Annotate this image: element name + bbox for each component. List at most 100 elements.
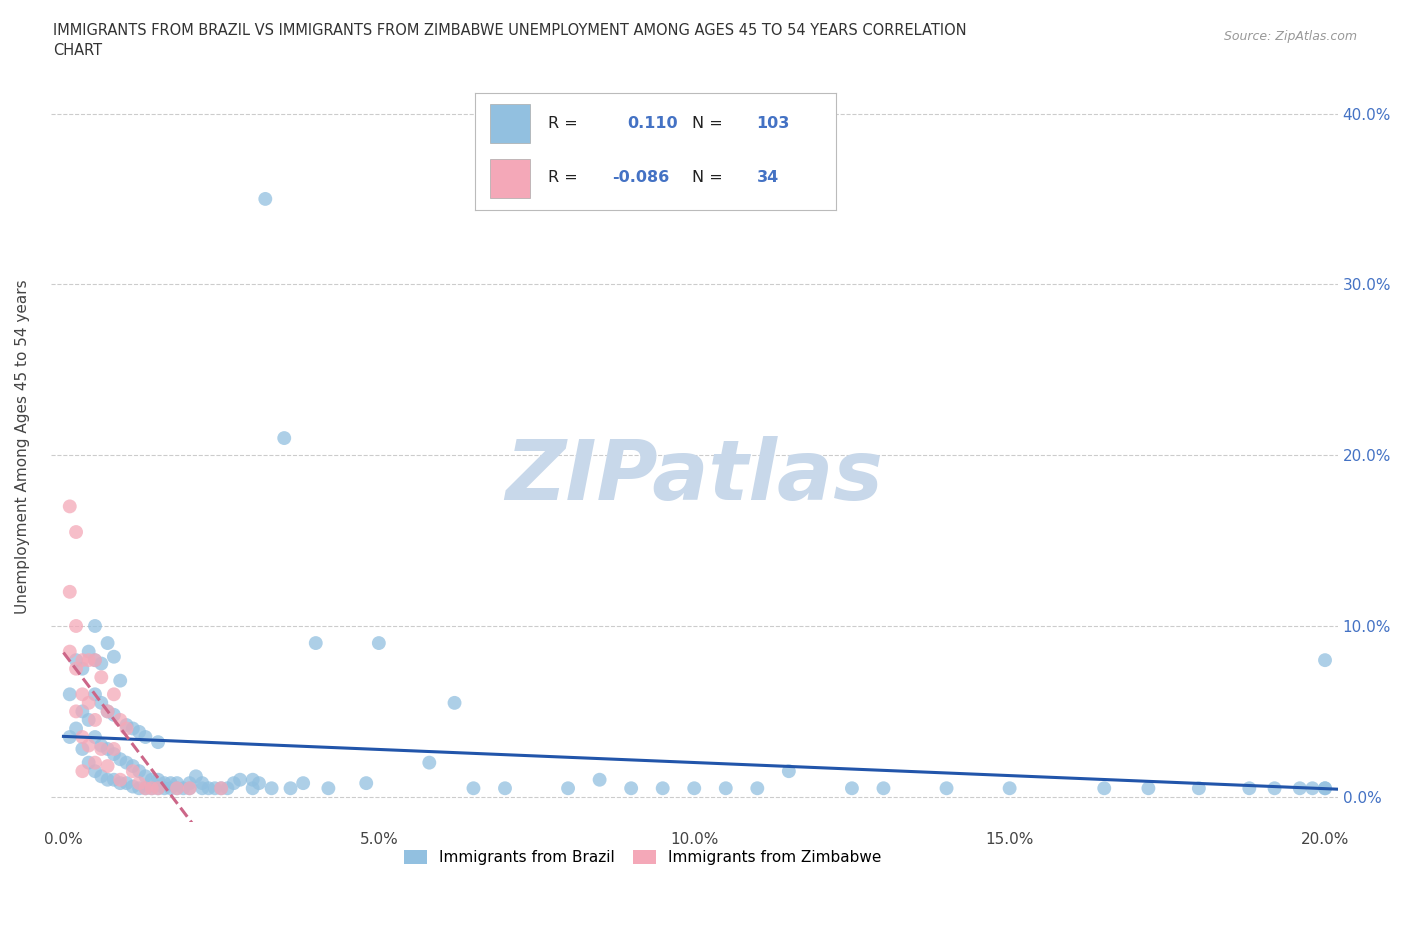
Point: [204, 781, 226, 796]
Point: [146, 781, 169, 796]
Y-axis label: Unemployment Among Ages 45 to 54 years: Unemployment Among Ages 45 to 54 years: [15, 279, 30, 614]
Point: [141, 781, 163, 796]
Point: [651, 781, 673, 796]
Point: [59, 729, 82, 744]
Point: [872, 781, 894, 796]
Point: [110, 776, 132, 790]
Point: [280, 781, 302, 796]
Point: [103, 687, 125, 702]
Point: [121, 721, 143, 736]
Point: [128, 781, 150, 796]
Point: [935, 781, 957, 796]
Point: [159, 781, 181, 796]
Point: [103, 772, 125, 787]
Point: [292, 776, 315, 790]
Point: [134, 769, 156, 784]
Point: [172, 781, 194, 796]
Point: [90, 670, 112, 684]
Point: [65, 704, 87, 719]
Point: [72, 764, 94, 778]
Text: ZIPatlas: ZIPatlas: [505, 436, 883, 517]
Point: [683, 781, 706, 796]
Point: [179, 776, 201, 790]
Point: [141, 772, 163, 787]
Point: [197, 781, 219, 796]
Point: [97, 741, 120, 756]
Point: [166, 781, 188, 796]
Point: [77, 755, 100, 770]
Point: [84, 653, 107, 668]
Point: [72, 704, 94, 719]
Point: [159, 776, 181, 790]
Point: [318, 781, 340, 796]
Point: [242, 772, 264, 787]
Point: [65, 618, 87, 633]
Point: [59, 499, 82, 514]
Point: [65, 661, 87, 676]
Point: [84, 764, 107, 778]
Point: [494, 781, 516, 796]
Point: [59, 584, 82, 599]
Point: [128, 764, 150, 778]
Point: [1288, 781, 1310, 796]
Point: [179, 781, 201, 796]
Point: [103, 741, 125, 756]
Point: [121, 764, 143, 778]
Point: [59, 687, 82, 702]
Point: [1313, 781, 1336, 796]
Point: [72, 661, 94, 676]
Point: [778, 764, 800, 778]
Point: [97, 704, 120, 719]
Point: [166, 776, 188, 790]
Point: [153, 776, 176, 790]
Point: [1188, 781, 1211, 796]
Point: [134, 781, 156, 796]
Point: [84, 729, 107, 744]
Point: [72, 687, 94, 702]
Point: [217, 781, 239, 796]
Point: [84, 653, 107, 668]
Point: [110, 712, 132, 727]
Point: [121, 779, 143, 794]
Point: [90, 696, 112, 711]
Point: [134, 729, 156, 744]
Text: IMMIGRANTS FROM BRAZIL VS IMMIGRANTS FROM ZIMBABWE UNEMPLOYMENT AMONG AGES 45 TO: IMMIGRANTS FROM BRAZIL VS IMMIGRANTS FRO…: [53, 23, 967, 58]
Point: [443, 696, 465, 711]
Point: [77, 696, 100, 711]
Point: [620, 781, 643, 796]
Point: [191, 781, 214, 796]
Text: Source: ZipAtlas.com: Source: ZipAtlas.com: [1223, 30, 1357, 43]
Point: [209, 781, 232, 796]
Point: [115, 776, 138, 790]
Point: [1301, 781, 1323, 796]
Point: [242, 781, 264, 796]
Point: [588, 772, 610, 787]
Point: [1092, 781, 1115, 796]
Point: [134, 781, 156, 796]
Point: [184, 769, 207, 784]
Point: [65, 721, 87, 736]
Point: [115, 755, 138, 770]
Point: [90, 741, 112, 756]
Point: [463, 781, 485, 796]
Point: [77, 653, 100, 668]
Point: [128, 776, 150, 790]
Point: [90, 738, 112, 753]
Point: [72, 653, 94, 668]
Point: [103, 708, 125, 723]
Point: [841, 781, 863, 796]
Point: [110, 751, 132, 766]
Point: [1137, 781, 1160, 796]
Point: [121, 759, 143, 774]
Point: [166, 781, 188, 796]
Legend: Immigrants from Brazil, Immigrants from Zimbabwe: Immigrants from Brazil, Immigrants from …: [398, 844, 887, 871]
Point: [77, 738, 100, 753]
Point: [77, 644, 100, 659]
Point: [273, 431, 295, 445]
Point: [115, 721, 138, 736]
Point: [998, 781, 1021, 796]
Point: [84, 755, 107, 770]
Point: [90, 769, 112, 784]
Point: [354, 776, 377, 790]
Point: [84, 687, 107, 702]
